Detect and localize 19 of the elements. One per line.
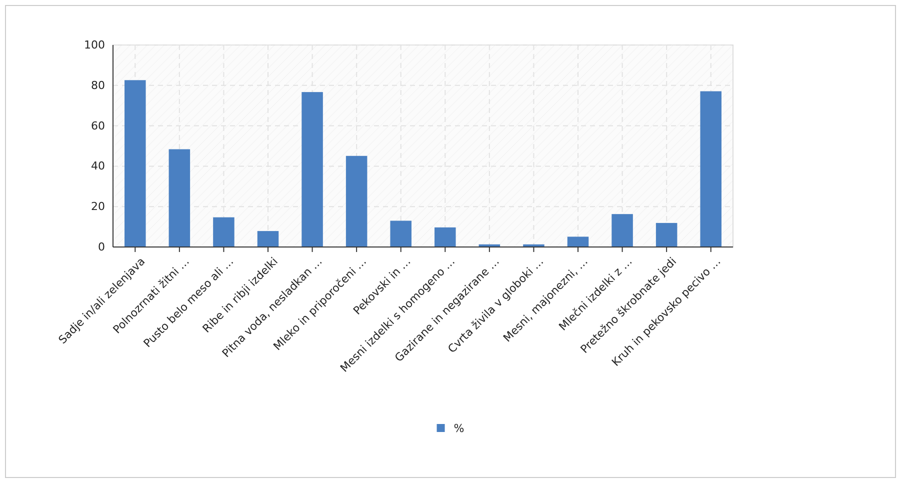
legend-label: %	[454, 422, 464, 435]
bar	[124, 80, 146, 247]
y-tick-label: 100	[84, 38, 105, 52]
bar	[434, 227, 456, 247]
bar	[656, 222, 678, 247]
bar	[168, 149, 190, 247]
bar	[213, 217, 234, 247]
bar	[257, 231, 279, 247]
bar	[700, 91, 722, 247]
bar	[302, 92, 323, 247]
y-tick-label: 60	[91, 119, 105, 132]
y-tick-label: 80	[91, 78, 105, 92]
bar	[390, 220, 412, 247]
y-tick-label: 40	[91, 160, 105, 173]
bar	[567, 236, 589, 247]
y-tick-label: 0	[98, 240, 105, 254]
bar	[346, 156, 368, 247]
y-tick-label: 20	[91, 200, 105, 214]
bar	[612, 214, 633, 247]
